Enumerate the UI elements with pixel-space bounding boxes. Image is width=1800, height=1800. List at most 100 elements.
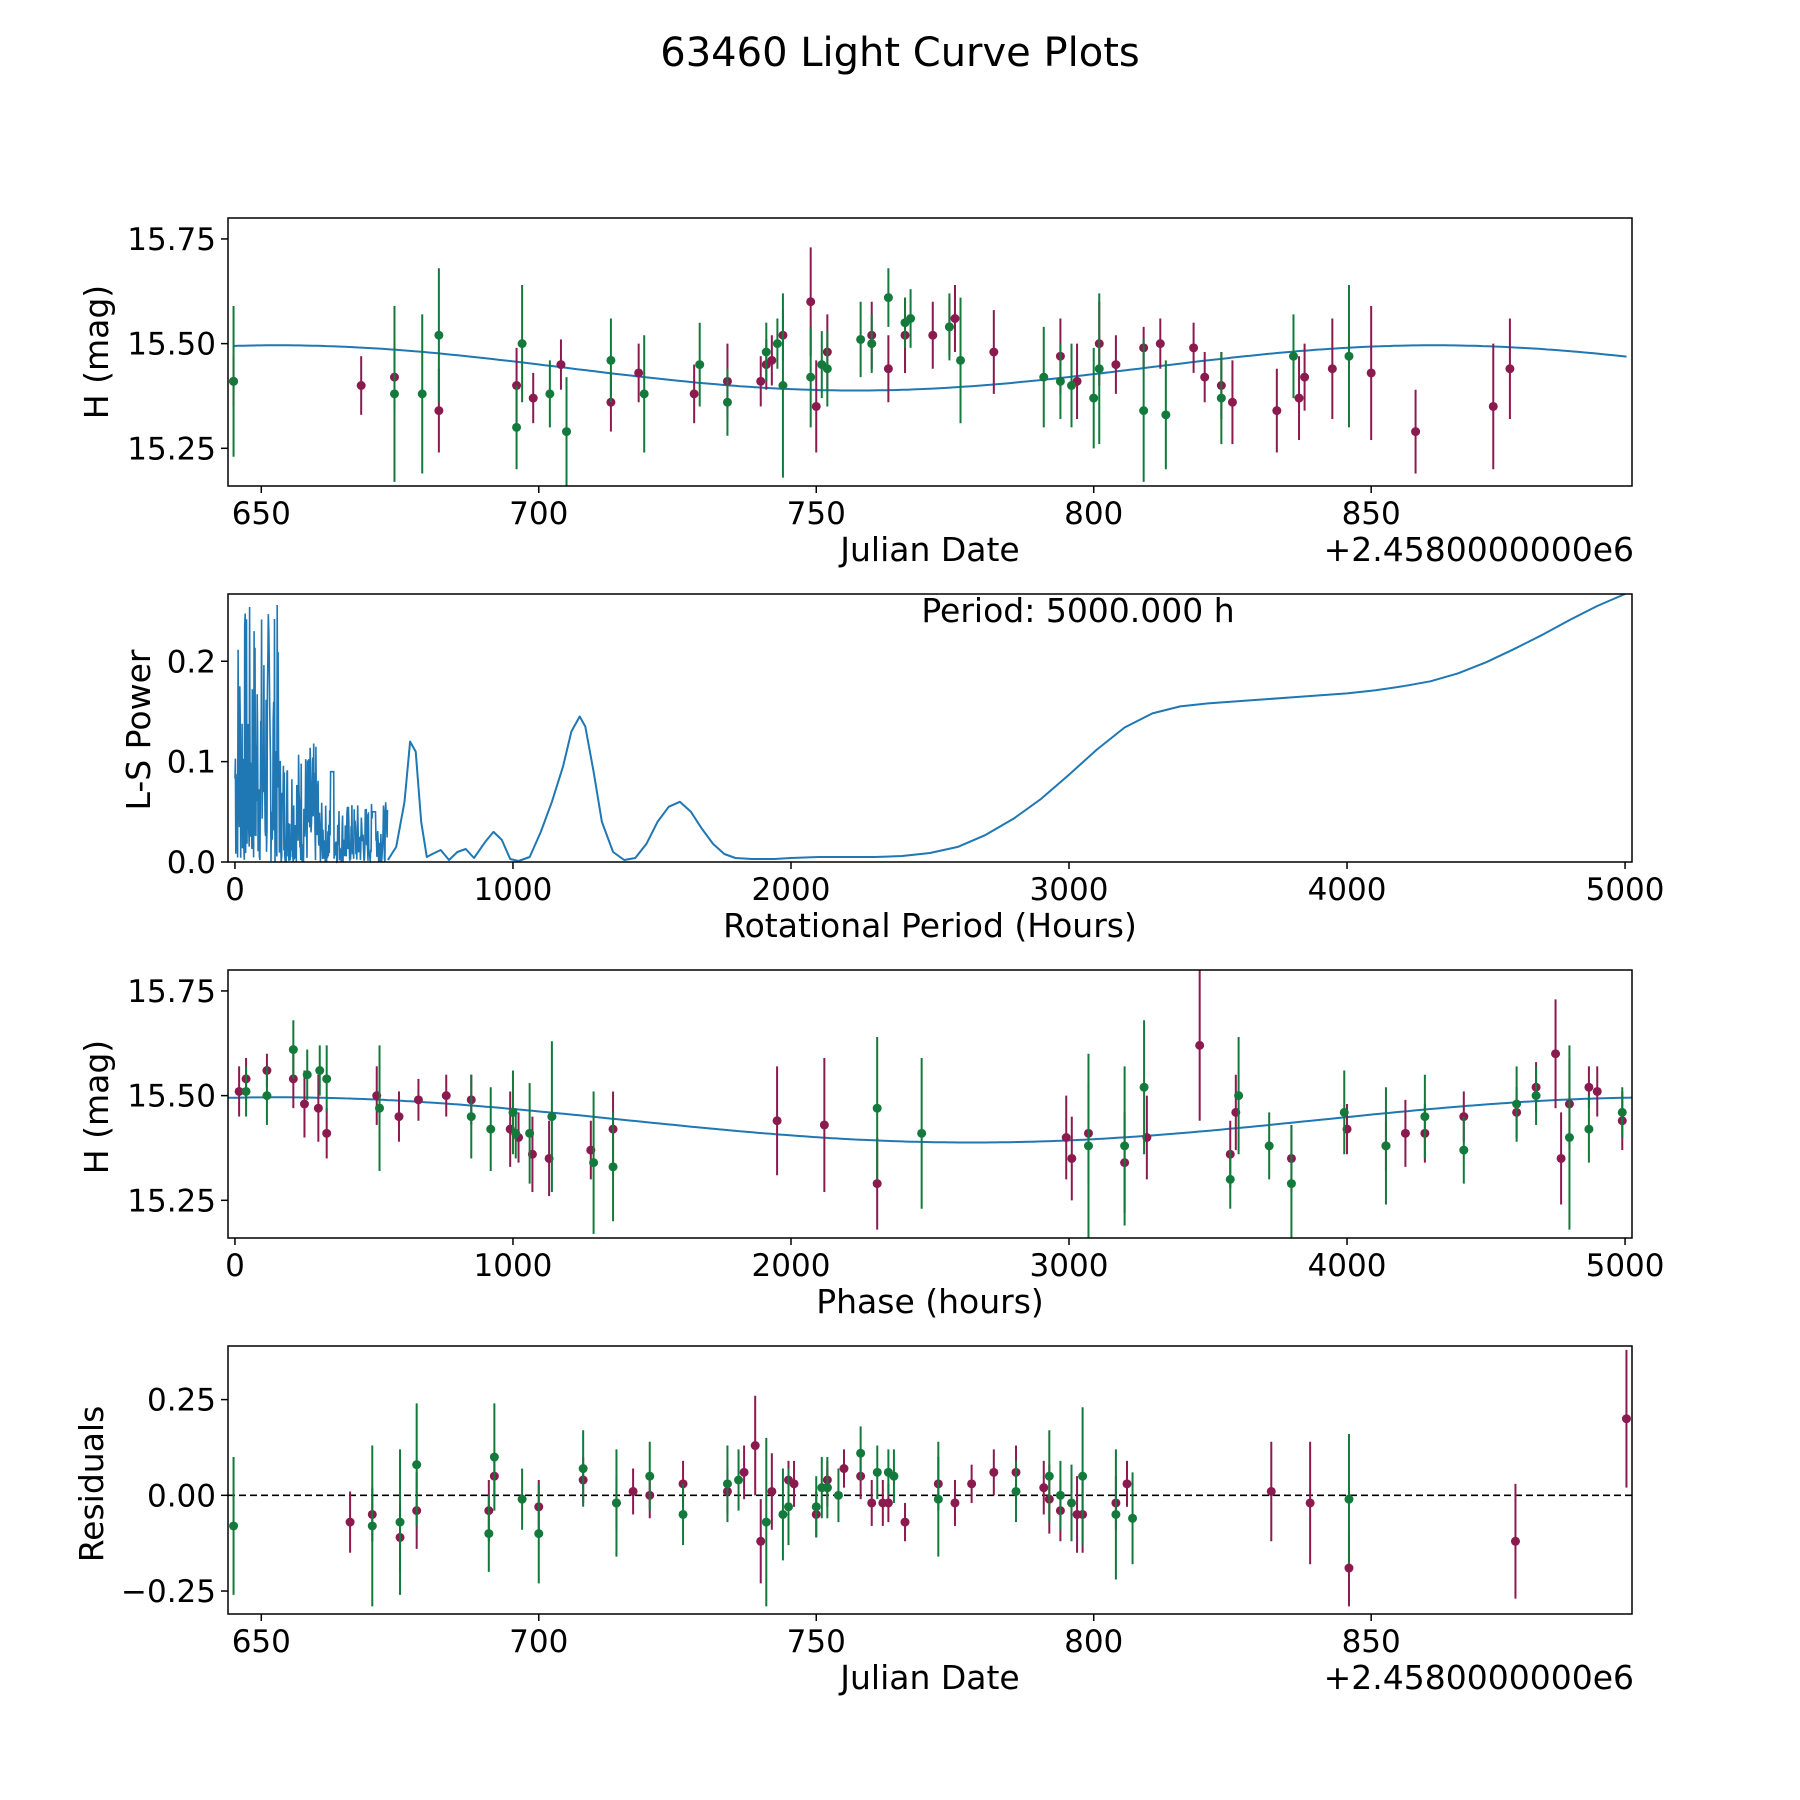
light-curve-point-green: [761, 347, 771, 357]
light-curve-point-green: [1139, 406, 1149, 416]
light-curve-point-red: [928, 330, 938, 340]
light-curve-point-green: [417, 389, 427, 399]
phase-ytick-label: 15.50: [127, 1079, 216, 1115]
light-curve-point-red: [1155, 339, 1165, 349]
light-curve-point-red: [883, 364, 893, 374]
residuals-point-red: [950, 1498, 960, 1508]
phase-point-red: [1067, 1153, 1077, 1163]
residuals-point-green: [578, 1464, 588, 1474]
light-curve-point-red: [1111, 360, 1121, 370]
phase-point-red: [322, 1128, 332, 1138]
residuals-point-red: [739, 1467, 749, 1477]
residuals-point-green: [489, 1452, 499, 1462]
residuals-point-green: [484, 1529, 494, 1539]
phase-point-green: [1225, 1174, 1235, 1184]
phase-xtick-label: 5000: [1586, 1248, 1665, 1284]
light-curve-offset-label: +2.4580000000e6: [1324, 530, 1634, 569]
phase-point-red: [1400, 1128, 1410, 1138]
light-curve-point-green: [1039, 372, 1049, 382]
figure-title: 63460 Light Curve Plots: [660, 30, 1139, 76]
residuals-ytick-label: 0.00: [147, 1478, 216, 1514]
light-curve-model-curve: [233, 344, 1627, 392]
residuals-point-red: [756, 1536, 766, 1546]
lomb-scargle-ytick-label: 0.1: [167, 745, 216, 781]
light-curve-point-red: [1505, 364, 1515, 374]
phase-point-green: [1459, 1145, 1469, 1155]
light-curve-point-red: [1327, 364, 1337, 374]
phase-point-red: [234, 1086, 244, 1096]
phase-point-green: [608, 1162, 618, 1172]
light-curve-point-red: [528, 393, 538, 403]
lomb-scargle-spiky-series: [234, 604, 389, 864]
light-curve-point-green: [1288, 351, 1298, 361]
light-curve-axes: 650 700 750 800 850 15.25 15.50 15.75: [127, 217, 1633, 532]
residuals-point-red: [867, 1498, 877, 1508]
residuals-ylabel: Residuals: [72, 1406, 111, 1563]
phase-point-red: [441, 1091, 451, 1101]
residuals-point-green: [722, 1479, 732, 1489]
residuals-point-green: [1078, 1471, 1088, 1481]
light-curve-point-red: [989, 347, 999, 357]
lomb-scargle-axes: 0 1000 2000 3000 4000 5000 0.0 0.1 0.2: [167, 593, 1665, 908]
light-curve-point-red: [434, 406, 444, 416]
phase-point-green: [1617, 1107, 1627, 1117]
phase-point-green: [466, 1112, 476, 1122]
residuals-point-green: [1067, 1498, 1077, 1508]
residuals-ytick-label: 0.25: [147, 1383, 216, 1419]
light-curve-point-green: [944, 322, 954, 332]
panel-phase-folded: 0 1000 2000 3000 4000 5000 15.25 15.50 15.75 Pha…: [77, 969, 1665, 1321]
lomb-scargle-xtick-label: 5000: [1586, 872, 1665, 908]
residuals-point-green: [1128, 1513, 1138, 1523]
light-curve-frame: [227, 217, 1633, 487]
phase-point-red: [394, 1112, 404, 1122]
residuals-point-red: [1305, 1498, 1315, 1508]
phase-model-curve: [228, 1096, 1632, 1144]
phase-point-green: [241, 1086, 251, 1096]
residuals-point-red: [989, 1467, 999, 1477]
phase-point-green: [1420, 1112, 1430, 1122]
phase-point-red: [772, 1116, 782, 1126]
residuals-ytick-label: −0.25: [121, 1574, 216, 1610]
phase-point-green: [322, 1074, 332, 1084]
residuals-point-red: [1344, 1563, 1354, 1573]
light-curve-point-green: [1055, 376, 1065, 386]
phase-point-green: [1120, 1141, 1130, 1151]
panel-residuals: 650 700 750 800 850 −0.25 0.00 0.25 Julian Date…: [72, 1345, 1634, 1697]
residuals-point-red: [767, 1486, 777, 1496]
phase-point-green: [525, 1128, 535, 1138]
residuals-point-green: [933, 1494, 943, 1504]
panel-light-curve: 650 700 750 800 850 15.25 15.50 15.75 Julian Da…: [77, 217, 1634, 569]
phase-point-green: [1512, 1099, 1522, 1109]
phase-xtick-label: 1000: [474, 1248, 553, 1284]
phase-xlabel: Phase (hours): [816, 1282, 1044, 1321]
light-curve-point-green: [639, 389, 649, 399]
phase-ylabel: H (mag): [77, 1040, 116, 1174]
light-curve-point-green: [1094, 364, 1104, 374]
light-curve-point-green: [1161, 410, 1171, 420]
light-curve-point-red: [811, 401, 821, 411]
light-curve-point-green: [883, 293, 893, 303]
lomb-scargle-xtick-label: 4000: [1308, 872, 1387, 908]
lomb-scargle-power-curve: [387, 593, 1626, 862]
light-curve-point-green: [1216, 393, 1226, 403]
residuals-point-green: [1011, 1486, 1021, 1496]
light-curve-ytick-label: 15.75: [127, 222, 216, 258]
lomb-scargle-xtick-label: 3000: [1030, 872, 1109, 908]
residuals-point-green: [412, 1460, 422, 1470]
residuals-point-green: [761, 1517, 771, 1527]
residuals-point-green: [1111, 1509, 1121, 1519]
residuals-point-green: [611, 1498, 621, 1508]
lomb-scargle-ytick-label: 0.2: [167, 644, 216, 680]
phase-point-red: [299, 1099, 309, 1109]
light-curve-point-red: [1200, 372, 1210, 382]
lomb-scargle-xlabel: Rotational Period (Hours): [723, 906, 1137, 945]
light-curve-point-green: [389, 389, 399, 399]
residuals-point-green: [367, 1521, 377, 1531]
residual-marks: [228, 1349, 1632, 1607]
phase-point-green: [1339, 1107, 1349, 1117]
phase-axes: 0 1000 2000 3000 4000 5000 15.25 15.50 15.75: [127, 969, 1665, 1284]
residuals-point-red: [1266, 1486, 1276, 1496]
light-curve-point-red: [767, 355, 777, 365]
phase-point-green: [1139, 1082, 1149, 1092]
phase-point-green: [1234, 1091, 1244, 1101]
